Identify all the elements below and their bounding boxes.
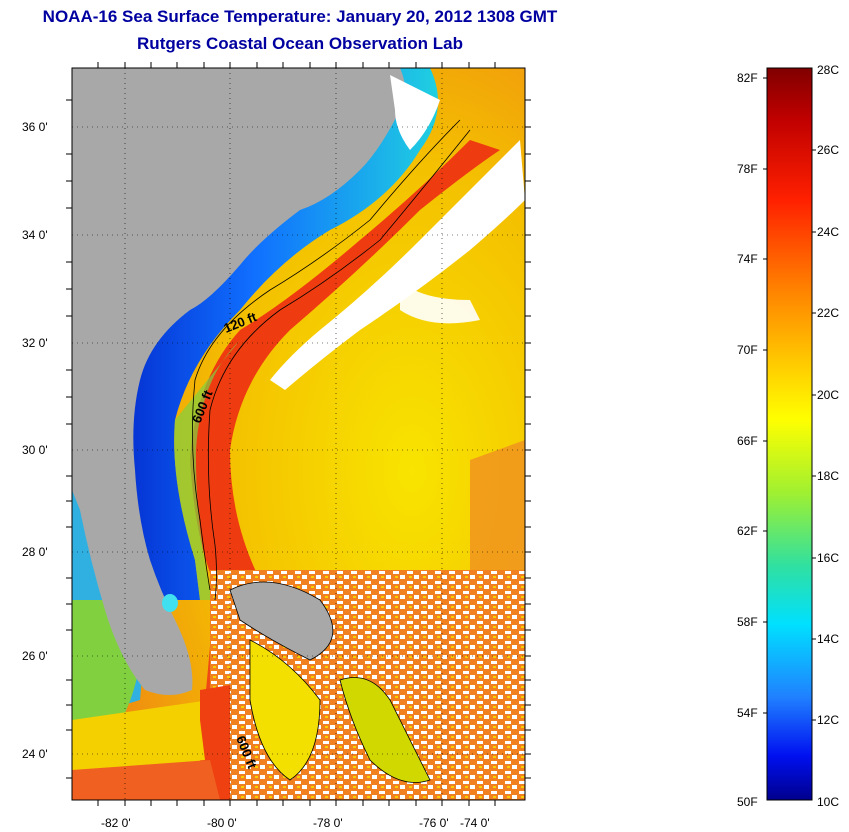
colorbar-c-22: 22C [817, 306, 839, 320]
lon-tick-76: -76 0' [419, 816, 449, 830]
colorbar-c-28: 28C [817, 63, 839, 77]
colorbar-c-16: 16C [817, 551, 839, 565]
colorbar-c-24: 24C [817, 225, 839, 239]
colorbar-f-78: 78F [737, 162, 758, 176]
lon-tick-78: -78 0' [313, 816, 343, 830]
lat-tick-26: 26 0' [22, 649, 48, 663]
colorbar-gradient [766, 67, 813, 801]
colorbar-c-20: 20C [817, 388, 839, 402]
colorbar-c-18: 18C [817, 469, 839, 483]
map-title: NOAA-16 Sea Surface Temperature: January… [42, 7, 558, 26]
colorbar-c-10: 10C [817, 795, 839, 809]
colorbar-f-50: 50F [737, 795, 758, 809]
lon-tick-74: -74 0' [460, 816, 490, 830]
colorbar-f-66: 66F [737, 434, 758, 448]
sst-map: 120 ft 600 ft 600 ft [72, 68, 525, 800]
lon-tick-82: -82 0' [101, 816, 131, 830]
colorbar-f-58: 58F [737, 615, 758, 629]
lat-tick-28: 28 0' [22, 545, 48, 559]
colorbar: 82F 78F 74F 70F 66F 62F 58F 54F 50F 28C … [737, 63, 839, 809]
colorbar-f-54: 54F [737, 706, 758, 720]
colorbar-c-12: 12C [817, 713, 839, 727]
map-subtitle: Rutgers Coastal Ocean Observation Lab [137, 34, 463, 53]
map-frame [71, 67, 526, 801]
lat-tick-36: 36 0' [22, 120, 48, 134]
colorbar-f-74: 74F [737, 252, 758, 266]
colorbar-c-26: 26C [817, 143, 839, 157]
colorbar-c-14: 14C [817, 632, 839, 646]
colorbar-f-82: 82F [737, 71, 758, 85]
lat-tick-34: 34 0' [22, 228, 48, 242]
lat-tick-30: 30 0' [22, 443, 48, 457]
lon-tick-80: -80 0' [207, 816, 237, 830]
colorbar-f-62: 62F [737, 524, 758, 538]
lat-tick-24: 24 0' [22, 747, 48, 761]
lat-tick-32: 32 0' [22, 336, 48, 350]
colorbar-f-70: 70F [737, 343, 758, 357]
